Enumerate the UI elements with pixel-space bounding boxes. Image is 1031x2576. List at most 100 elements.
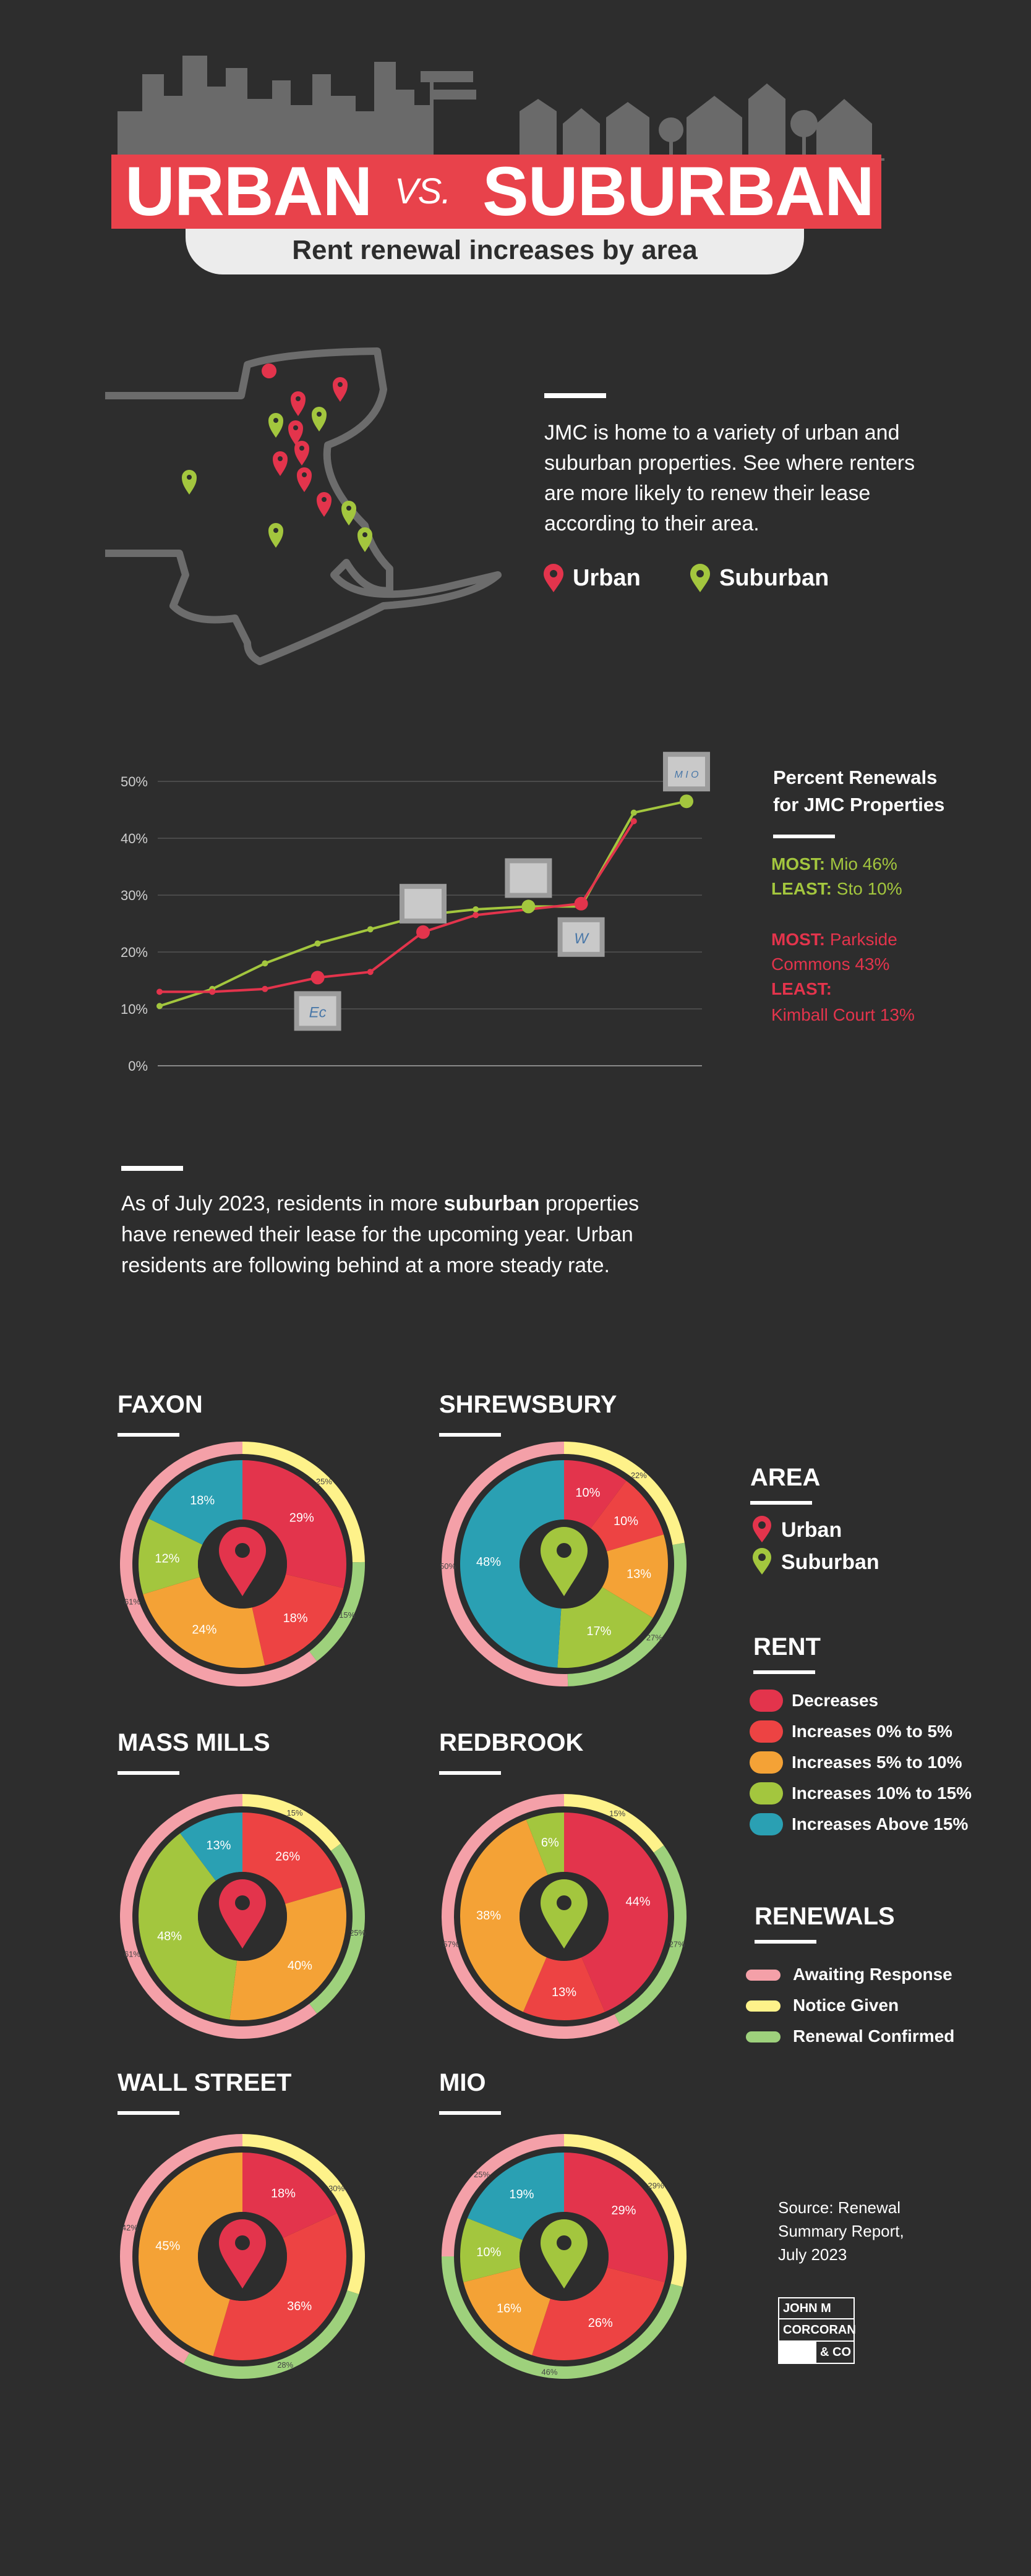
source-line-2: Summary Report, xyxy=(778,2222,904,2240)
rent-legend-item: Increases 0% to 5% xyxy=(792,1722,952,1741)
y-tick-label: 10% xyxy=(121,1001,148,1017)
donut-pin-icon xyxy=(219,2219,266,2289)
rent-legend-item: Increases 5% to 10% xyxy=(792,1753,962,1772)
renewal-legend-item: Notice Given xyxy=(793,1996,899,2015)
logo-line-1: JOHN M xyxy=(778,2297,855,2319)
donut-pin-icon xyxy=(219,1879,266,1949)
renewals-line-chart: 0% 10% 20% 30% 40% 50% Ec W M I O xyxy=(121,752,710,1074)
rent-label: 10% xyxy=(575,1486,600,1500)
summary-line-1-post: properties xyxy=(539,1192,640,1215)
renewal-segment xyxy=(564,2134,687,2287)
rent-segment xyxy=(180,1813,242,1881)
donut-title: MIO xyxy=(439,2069,486,2096)
renewal-label: 42% xyxy=(122,2223,138,2232)
renewal-label: 25% xyxy=(474,2170,490,2179)
rent-segment xyxy=(139,1518,203,1594)
summary-line-3: residents are following behind at a more… xyxy=(121,1254,610,1277)
renewal-swatch xyxy=(746,2031,781,2043)
donut-chart-faxon: 25% 15% 61% 29% 18% 24% 12% 18% xyxy=(119,1440,366,1688)
renewal-label: 61% xyxy=(124,1597,140,1606)
y-tick-label: 40% xyxy=(121,831,148,846)
logo-block xyxy=(778,2342,815,2364)
renewal-segment xyxy=(442,2134,564,2256)
rent-label: 29% xyxy=(611,2204,636,2217)
rent-segment xyxy=(532,2267,665,2360)
highlight-point xyxy=(310,971,325,985)
data-point-suburban xyxy=(630,809,637,816)
summary-line-1-pre: As of July 2023, residents in more xyxy=(121,1192,444,1215)
rent-label: 26% xyxy=(275,1850,300,1863)
renewal-label: 61% xyxy=(124,1949,140,1958)
rent-segment xyxy=(463,2267,550,2355)
series-line-urban xyxy=(160,820,635,993)
rent-label: 10% xyxy=(476,2245,501,2259)
intro-rule xyxy=(544,393,606,398)
data-point-urban xyxy=(209,988,216,995)
rent-segment xyxy=(138,2153,242,2357)
subtitle-pill: Rent renewal increases by area xyxy=(186,229,804,274)
renewal-segment xyxy=(309,1562,365,1662)
stat-most-urban-value-2: Commons 43% xyxy=(771,954,890,974)
source-line-1: Source: Renewal xyxy=(778,2198,901,2217)
highlight-point xyxy=(574,896,588,911)
rent-label: 6% xyxy=(541,1836,559,1850)
summary-text: As of July 2023, residents in more subur… xyxy=(121,1188,740,1281)
title-banner: URBAN VS. SUBURBAN xyxy=(111,155,881,229)
map-pin-urban-1 xyxy=(262,363,277,378)
summary-line-2: have renewed their lease for the upcomin… xyxy=(121,1223,633,1246)
stats-heading-1: Percent Renewals xyxy=(773,767,938,788)
stat-most-urban-value-1: Parkside xyxy=(829,930,897,949)
rent-segment xyxy=(148,1460,242,1545)
map-pin-urban xyxy=(273,451,288,476)
source-line-3: July 2023 xyxy=(778,2245,847,2264)
property-thumbnail: Ec xyxy=(294,991,341,1031)
rent-label: 13% xyxy=(552,1986,576,1999)
logo-line-3: & CO xyxy=(815,2342,855,2364)
legend-renewals-rule xyxy=(755,1940,816,1944)
donut-chart-redbrook: 15% 27% 57% 44% 13% 38% 6% xyxy=(440,1793,688,2040)
data-point-urban xyxy=(367,969,374,976)
donut-title-rule xyxy=(439,2111,501,2115)
rent-label: 19% xyxy=(509,2188,534,2201)
legend-area-rule xyxy=(750,1501,812,1505)
rent-segment xyxy=(252,1574,344,1666)
summary-rule xyxy=(121,1166,183,1171)
renewal-swatch xyxy=(746,2000,781,2012)
renewal-label: 15% xyxy=(287,1808,303,1817)
urban-pin-icon xyxy=(544,564,563,592)
rent-segment xyxy=(460,1819,548,2012)
donut-pin-icon xyxy=(541,2219,588,2289)
rent-segment xyxy=(229,1887,346,2020)
area-map xyxy=(105,347,502,665)
renewal-segment xyxy=(564,1794,664,1853)
donut-chart-mio: 29% 46% 25% 29% 26% 16% 10% 19% xyxy=(440,2133,688,2380)
rent-swatch xyxy=(750,1813,783,1835)
thumbnail-label: W xyxy=(574,930,589,947)
map-pin-suburban xyxy=(268,523,283,548)
rent-label: 12% xyxy=(155,1552,179,1566)
rent-label: 10% xyxy=(614,1515,638,1528)
legend-suburban-label: Suburban xyxy=(719,565,829,591)
rent-swatch xyxy=(750,1690,783,1712)
renewal-segment xyxy=(120,1442,317,1686)
rent-label: 48% xyxy=(476,1555,501,1569)
renewal-label: 25% xyxy=(316,1477,332,1486)
data-point-suburban xyxy=(314,940,321,947)
rent-label: 24% xyxy=(192,1623,216,1636)
data-point-urban xyxy=(156,988,163,995)
map-pin-suburban xyxy=(182,470,197,495)
map-pin-suburban xyxy=(341,501,356,525)
legend-urban-label: Urban xyxy=(573,565,641,591)
title-vs: VS. xyxy=(395,171,451,211)
map-pin-urban xyxy=(297,467,312,492)
property-thumbnail xyxy=(400,883,447,924)
stat-most-suburban: MOST: Mio 46% xyxy=(771,852,897,877)
rent-segment xyxy=(213,2213,346,2360)
rent-segment xyxy=(523,1957,605,2020)
donut-chart-mass-mills: 15% 25% 61% 26% 40% 48% 13% xyxy=(119,1793,366,2040)
rent-label: 18% xyxy=(271,2187,296,2200)
rent-label: 13% xyxy=(206,1838,231,1852)
rent-segment xyxy=(242,1460,346,1588)
renewal-label: 27% xyxy=(646,1633,662,1643)
renewal-segment xyxy=(242,1442,365,1563)
